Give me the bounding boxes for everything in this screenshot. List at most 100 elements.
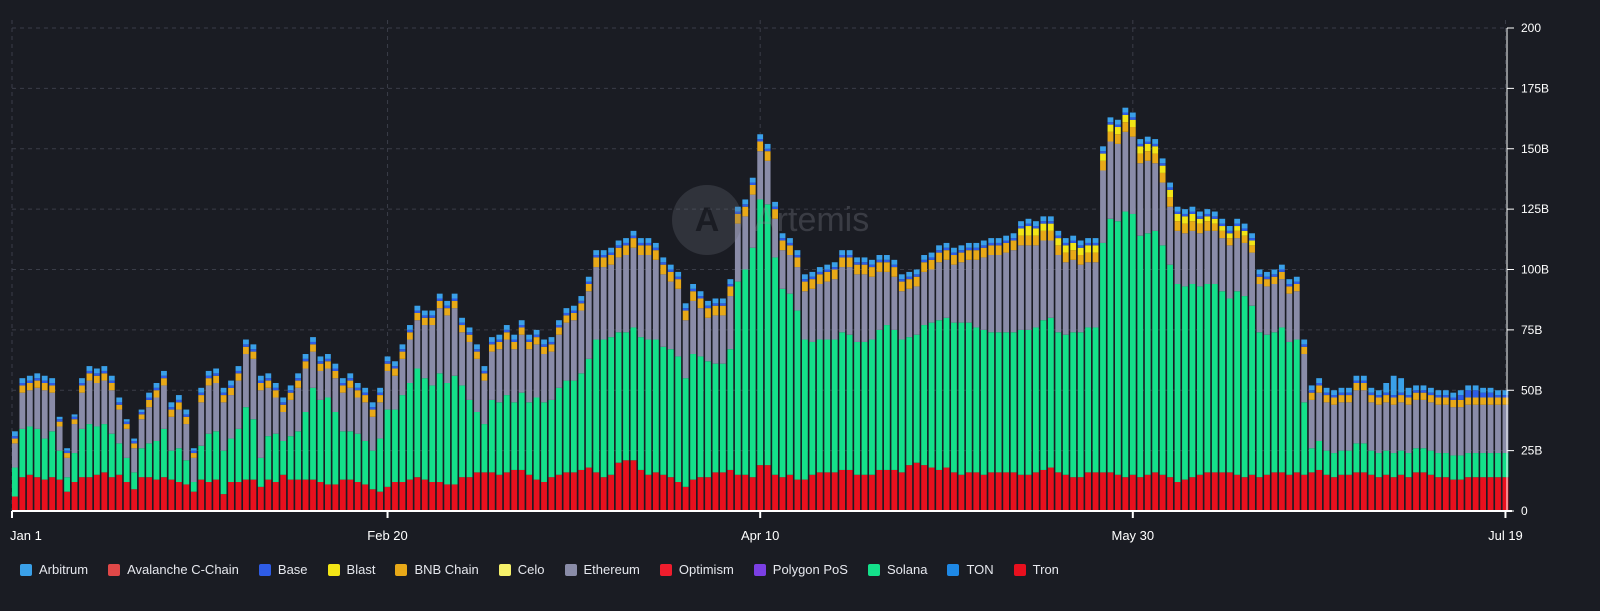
- bar-segment-solana: [720, 363, 726, 473]
- bar-segment-bnb-chain: [1472, 397, 1479, 405]
- bar-segment-tron: [705, 477, 711, 511]
- bar-segment-bnb-chain: [1323, 395, 1330, 403]
- bar-segment-solana: [1383, 450, 1390, 475]
- bar-segment-ethereum: [310, 351, 316, 388]
- bar-segment-solana: [1077, 332, 1084, 478]
- bar-segment-tron: [1085, 472, 1091, 511]
- bar-segment-base: [563, 312, 570, 316]
- bar-segment-solana: [1338, 450, 1345, 475]
- bar-segment-solana: [56, 450, 63, 480]
- bar-segment-tron: [421, 479, 428, 511]
- bar-segment-solana: [496, 402, 503, 475]
- bar-segment-base: [488, 341, 495, 345]
- bar-segment-base: [1025, 223, 1032, 227]
- bar-segment-blast: [1167, 189, 1173, 198]
- bar-segment-solana: [49, 431, 56, 478]
- bar-segment-ethereum: [287, 399, 294, 437]
- bar-segment-blast: [1062, 245, 1069, 253]
- legend-item-base[interactable]: Base: [258, 562, 308, 577]
- legend-item-avalanche-c-chain[interactable]: Avalanche C-Chain: [108, 562, 239, 577]
- bar-segment-base: [332, 368, 339, 371]
- bar-segment-ethereum: [12, 443, 18, 468]
- bar-segment-bnb-chain: [101, 373, 108, 381]
- bar-segment-solana: [287, 436, 294, 480]
- legend-item-polygon-pos[interactable]: Polygon PoS: [753, 562, 848, 577]
- bar-segment-ethereum: [556, 334, 562, 388]
- bar-segment-bnb-chain: [787, 245, 793, 256]
- bar-segment-arbitrum: [175, 395, 182, 400]
- bar-segment-ethereum: [362, 402, 369, 441]
- bar-segment-tron: [1167, 477, 1173, 511]
- bar-segment-ethereum: [988, 255, 995, 333]
- legend-item-tron[interactable]: Tron: [1013, 562, 1059, 577]
- bar-segment-tron: [742, 474, 749, 511]
- bar-segment-tron: [1338, 474, 1345, 511]
- bar-segment-arbitrum: [1107, 117, 1114, 123]
- bar-segment-bnb-chain: [1495, 397, 1501, 405]
- bar-segment-ethereum: [1122, 131, 1129, 212]
- bar-segment-tron: [734, 474, 741, 511]
- bar-segment-arbitrum: [243, 339, 249, 345]
- bar-segment-base: [325, 358, 331, 362]
- bar-segment-base: [772, 206, 778, 210]
- bar-segment-solana: [1331, 453, 1337, 478]
- bar-segment-arbitrum: [131, 438, 138, 441]
- bar-segment-blast: [1152, 146, 1159, 154]
- legend-item-ethereum[interactable]: Ethereum: [564, 562, 640, 577]
- bar-segment-arbitrum: [638, 238, 644, 243]
- legend-item-optimism[interactable]: Optimism: [659, 562, 734, 577]
- bar-segment-arbitrum: [1003, 235, 1010, 241]
- bar-segment-tron: [295, 479, 302, 511]
- legend-item-arbitrum[interactable]: Arbitrum: [20, 562, 88, 577]
- bar-segment-solana: [600, 339, 607, 478]
- bar-segment-solana: [175, 448, 182, 483]
- bar-segment-tron: [26, 474, 33, 511]
- bar-segment-arbitrum: [41, 375, 48, 381]
- bar-segment-bnb-chain: [921, 262, 928, 272]
- bar-segment-arbitrum: [1174, 206, 1181, 212]
- bar-segment-base: [518, 325, 525, 328]
- bar-segment-base: [399, 349, 406, 352]
- bar-segment-base: [1428, 392, 1434, 396]
- bar-segment-base: [265, 378, 272, 381]
- legend-label: TON: [966, 562, 994, 577]
- bar-segment-arbitrum: [1442, 390, 1449, 396]
- bar-segment-ethereum: [347, 387, 354, 432]
- legend-item-solana[interactable]: Solana: [867, 562, 927, 577]
- bar-segment-ethereum: [1480, 404, 1486, 454]
- legend-item-ton[interactable]: TON: [947, 562, 994, 577]
- bar-segment-bnb-chain: [801, 281, 808, 292]
- bar-segment-tron: [1293, 472, 1300, 511]
- bar-segment-arbitrum: [921, 255, 928, 260]
- bar-segment-arbitrum: [995, 238, 1002, 243]
- bar-segment-bnb-chain: [697, 298, 704, 309]
- bar-segment-bnb-chain: [243, 346, 249, 355]
- bar-segment-base: [720, 303, 726, 306]
- bar-segment-ethereum: [1308, 399, 1315, 449]
- bar-segment-arbitrum: [1390, 375, 1397, 396]
- bar-segment-solana: [943, 317, 950, 468]
- bar-segment-base: [1122, 112, 1129, 115]
- legend-item-blast[interactable]: Blast: [327, 562, 375, 577]
- bar-segment-arbitrum: [891, 259, 898, 265]
- bar-segment-tron: [392, 482, 398, 511]
- bar-segment-blast: [1070, 242, 1077, 251]
- legend-item-bnb-chain[interactable]: BNB Chain: [395, 562, 479, 577]
- bar-segment-arbitrum: [734, 206, 741, 212]
- bar-segment-tron: [995, 472, 1002, 511]
- bar-segment-bnb-chain: [690, 291, 697, 301]
- bar-segment-bnb-chain: [1420, 392, 1427, 400]
- legend-swatch: [395, 563, 408, 576]
- bar-segment-arbitrum: [302, 354, 309, 359]
- bar-segment-tron: [138, 477, 145, 511]
- bar-segment-base: [146, 397, 152, 400]
- bar-segment-solana: [936, 320, 942, 470]
- bar-segment-ethereum: [384, 370, 391, 410]
- bar-segment-base: [310, 341, 316, 345]
- bar-segment-solana: [1070, 332, 1077, 478]
- bar-segment-base: [623, 242, 629, 246]
- bar-segment-bnb-chain: [310, 344, 316, 352]
- bar-segment-solana: [1316, 440, 1323, 470]
- legend-item-celo[interactable]: Celo: [498, 562, 545, 577]
- bar-segment-bnb-chain: [1398, 395, 1405, 403]
